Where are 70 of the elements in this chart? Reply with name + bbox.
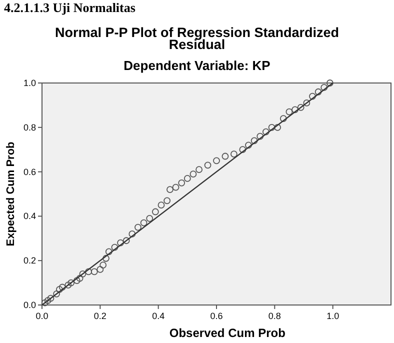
point — [204, 162, 212, 169]
point — [105, 248, 112, 256]
point — [280, 115, 287, 122]
point — [166, 186, 174, 194]
point — [230, 150, 238, 158]
point — [320, 84, 328, 91]
point — [56, 286, 63, 293]
point — [53, 290, 60, 298]
point — [184, 175, 191, 182]
point — [140, 219, 148, 226]
point — [134, 224, 142, 231]
chart-title: Normal P-P Plot of Regression Standardized Residual — [54, 25, 340, 52]
point — [326, 80, 334, 86]
point — [76, 274, 84, 282]
x-tick-label: 0.4 — [152, 311, 165, 321]
point — [245, 142, 252, 149]
point — [274, 124, 282, 131]
x-tick-label: 0.0 — [36, 311, 48, 321]
point — [117, 239, 124, 246]
point — [79, 270, 86, 278]
point — [190, 170, 197, 178]
point — [196, 166, 202, 174]
y-tick-label: 0.0 — [23, 300, 36, 310]
point — [90, 268, 98, 276]
point — [68, 279, 75, 286]
y-tick-label: 0.4 — [23, 211, 36, 222]
y-tick-label: 0.8 — [23, 122, 36, 132]
y-tick-label: 1.0 — [23, 78, 36, 88]
x-tick-label: 1.0 — [326, 311, 340, 321]
point — [111, 244, 118, 251]
y-axis-title: Expected Cum Prob — [5, 141, 17, 246]
point — [250, 137, 258, 144]
point — [44, 297, 52, 304]
point — [47, 294, 54, 302]
x-axis-title: Observed Cum Prob — [169, 326, 286, 340]
point — [64, 282, 72, 288]
point — [178, 179, 186, 186]
point — [292, 106, 298, 114]
point — [158, 202, 165, 209]
point — [96, 266, 104, 273]
x-tick-label: 0.6 — [210, 311, 223, 321]
point — [100, 262, 107, 268]
point — [41, 299, 48, 306]
point — [314, 88, 322, 96]
point — [164, 197, 171, 204]
x-tick-label: 0.2 — [94, 311, 106, 321]
point — [152, 208, 159, 216]
point — [73, 277, 80, 284]
y-tick-label: 0.6 — [23, 166, 36, 177]
point — [286, 108, 293, 116]
point — [58, 284, 66, 291]
x-tick-label: 0.8 — [268, 311, 281, 321]
point — [122, 237, 130, 244]
y-tick-label: 0.2 — [23, 256, 36, 266]
point — [222, 152, 229, 160]
point — [146, 214, 154, 222]
point — [172, 184, 180, 191]
point — [128, 230, 136, 238]
point — [297, 104, 304, 111]
point — [213, 157, 220, 164]
point — [256, 132, 264, 140]
point — [309, 92, 316, 100]
point — [102, 254, 110, 262]
point — [268, 124, 276, 131]
point — [239, 146, 246, 154]
chart-subtitle: Dependent Variable: KP — [124, 58, 271, 73]
point — [262, 128, 270, 136]
point — [303, 100, 310, 106]
point — [85, 268, 92, 276]
text: 4.2.1.1.3 Uji Normalitas — [4, 0, 136, 15]
